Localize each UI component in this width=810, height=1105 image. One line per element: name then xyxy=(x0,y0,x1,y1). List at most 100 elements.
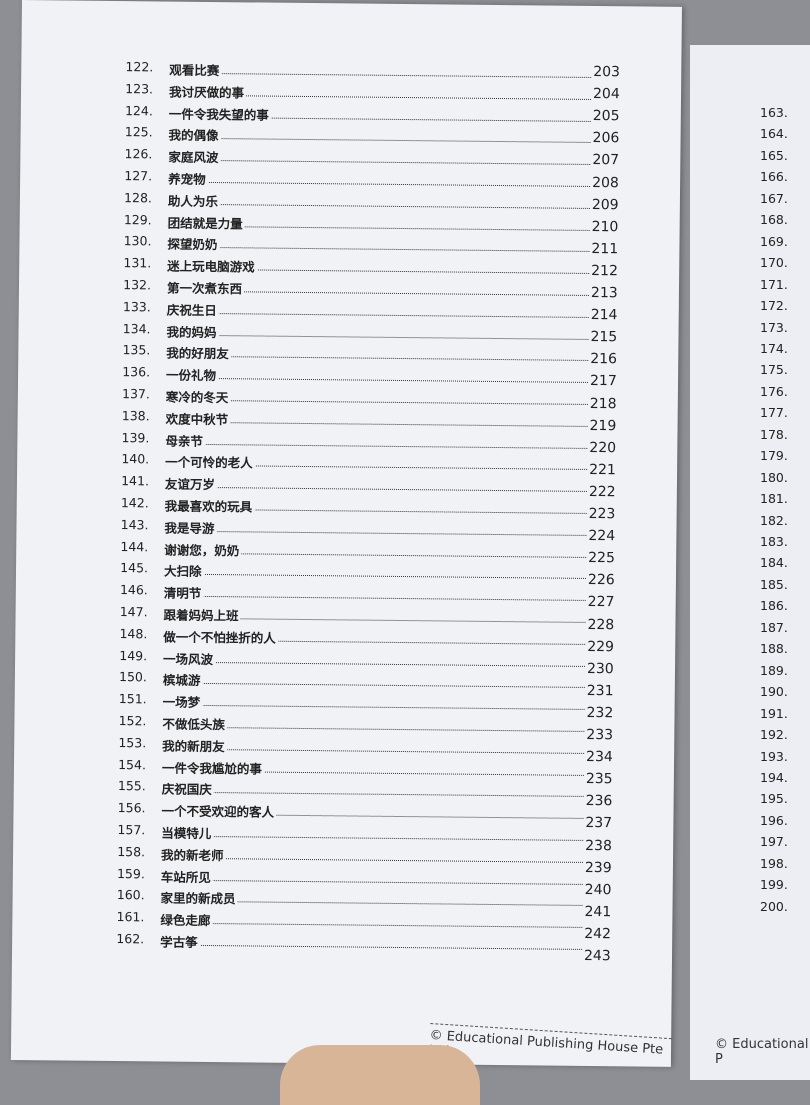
dot-leader xyxy=(161,835,584,841)
entry-number: 164. xyxy=(760,126,788,142)
entry-title: 养宠物 xyxy=(168,168,208,188)
entry-number: 160. xyxy=(116,887,145,903)
dot-leader xyxy=(162,704,585,711)
entry-number: 180. xyxy=(760,469,788,485)
entry-number: 197. xyxy=(760,834,788,850)
entry-page: 223 xyxy=(588,505,616,523)
dot-leader xyxy=(160,944,583,950)
entry-number: 198. xyxy=(760,855,788,871)
entry-number: 123. xyxy=(125,80,154,97)
entry-page: 220 xyxy=(589,439,617,456)
entry-page: 204 xyxy=(592,86,620,103)
entry-number: 126. xyxy=(124,146,153,162)
dot-leader xyxy=(166,334,589,340)
entry-number: 134. xyxy=(122,320,151,336)
entry-number: 137. xyxy=(121,386,150,402)
entry-title: 清明节 xyxy=(163,582,204,603)
entry-number: 127. xyxy=(124,168,153,184)
entry-page: 212 xyxy=(591,262,619,280)
entry-page: 219 xyxy=(589,417,617,434)
entry-title: 一件令我尴尬的事 xyxy=(161,757,265,778)
entry-number: 124. xyxy=(124,102,153,118)
entry-title: 我的新朋友 xyxy=(162,735,227,755)
entry-number: 199. xyxy=(760,877,788,893)
entry-title: 绿色走廊 xyxy=(160,909,213,930)
entry-page: 224 xyxy=(588,528,616,545)
dot-leader xyxy=(163,573,586,580)
entry-number: 200. xyxy=(760,898,788,914)
entry-number: 154. xyxy=(118,756,147,772)
entry-number: 149. xyxy=(119,647,148,663)
entry-number: 186. xyxy=(760,598,788,614)
entry-title: 庆祝生日 xyxy=(166,299,219,319)
entry-number: 150. xyxy=(118,669,147,685)
dot-leader xyxy=(163,595,586,602)
entry-page: 210 xyxy=(591,218,619,235)
entry-number: 158. xyxy=(117,843,146,860)
entry-title: 一个不受欢迎的客人 xyxy=(161,800,277,821)
entry-number: 188. xyxy=(760,641,788,657)
dot-leader xyxy=(169,72,592,78)
entry-page: 207 xyxy=(592,152,620,169)
entry-number: 167. xyxy=(760,190,788,206)
entry-number: 128. xyxy=(124,189,153,206)
entry-title: 庆祝国庆 xyxy=(161,778,214,799)
entry-title: 团结就是力量 xyxy=(167,212,245,232)
dot-leader xyxy=(166,377,589,384)
entry-page: 216 xyxy=(590,351,618,368)
entry-title: 助人为乐 xyxy=(167,190,221,210)
entry-number: 192. xyxy=(760,727,788,743)
entry-number: 170. xyxy=(760,255,788,271)
entry-title: 一场风波 xyxy=(163,648,216,668)
entry-page: 206 xyxy=(592,130,620,147)
entry-page: 211 xyxy=(591,240,619,258)
entry-title: 一份礼物 xyxy=(165,364,219,385)
entry-number: 191. xyxy=(760,705,788,721)
dot-leader xyxy=(160,922,583,929)
dot-leader xyxy=(163,661,586,667)
entry-title: 一场梦 xyxy=(162,691,203,712)
entry-number: 173. xyxy=(760,319,788,335)
dot-leader xyxy=(160,879,583,885)
entry-number: 146. xyxy=(119,582,148,598)
entry-number: 130. xyxy=(123,233,152,249)
entry-number: 176. xyxy=(760,383,788,399)
entry-number: 147. xyxy=(119,604,148,620)
entry-number: 166. xyxy=(760,169,788,185)
entry-number: 140. xyxy=(121,451,150,467)
entry-title: 我的偶像 xyxy=(168,124,221,145)
entry-title: 我是导游 xyxy=(164,517,217,537)
entry-number: 171. xyxy=(760,276,788,292)
entry-number: 162. xyxy=(116,931,145,947)
entry-number: 165. xyxy=(760,147,788,163)
entry-number: 195. xyxy=(760,791,788,807)
dot-leader xyxy=(166,312,589,318)
entry-number: 136. xyxy=(122,364,151,380)
entry-number: 122. xyxy=(125,59,154,75)
left-page: © Educational Publishing House Pte Ltd 1… xyxy=(10,0,682,1074)
entry-page: 215 xyxy=(590,329,618,346)
entry-title: 不做低头族 xyxy=(162,713,228,734)
entry-number: 135. xyxy=(122,342,151,358)
entry-page: 218 xyxy=(589,395,617,412)
entry-page: 214 xyxy=(590,307,618,324)
entry-number: 184. xyxy=(760,555,788,571)
entry-number: 139. xyxy=(121,429,150,445)
finger xyxy=(280,1045,480,1105)
entry-page: 203 xyxy=(593,63,621,81)
entry-title: 欢度中秋节 xyxy=(165,408,231,428)
entry-number: 168. xyxy=(760,212,788,228)
entry-title: 第一次煮东西 xyxy=(166,277,245,298)
entry-number: 143. xyxy=(120,516,149,533)
entry-title: 学古筝 xyxy=(160,931,200,951)
entry-title: 家庭风波 xyxy=(168,146,221,167)
dot-leader xyxy=(164,530,587,536)
entry-number: 161. xyxy=(116,909,145,925)
entry-number: 193. xyxy=(760,748,788,764)
entry-number: 157. xyxy=(117,822,146,838)
entry-title: 我讨厌做的事 xyxy=(168,81,247,102)
entry-number: 148. xyxy=(119,625,148,642)
entry-number: 133. xyxy=(122,298,151,315)
dot-leader xyxy=(167,203,590,209)
entry-title: 车站所见 xyxy=(160,866,213,886)
